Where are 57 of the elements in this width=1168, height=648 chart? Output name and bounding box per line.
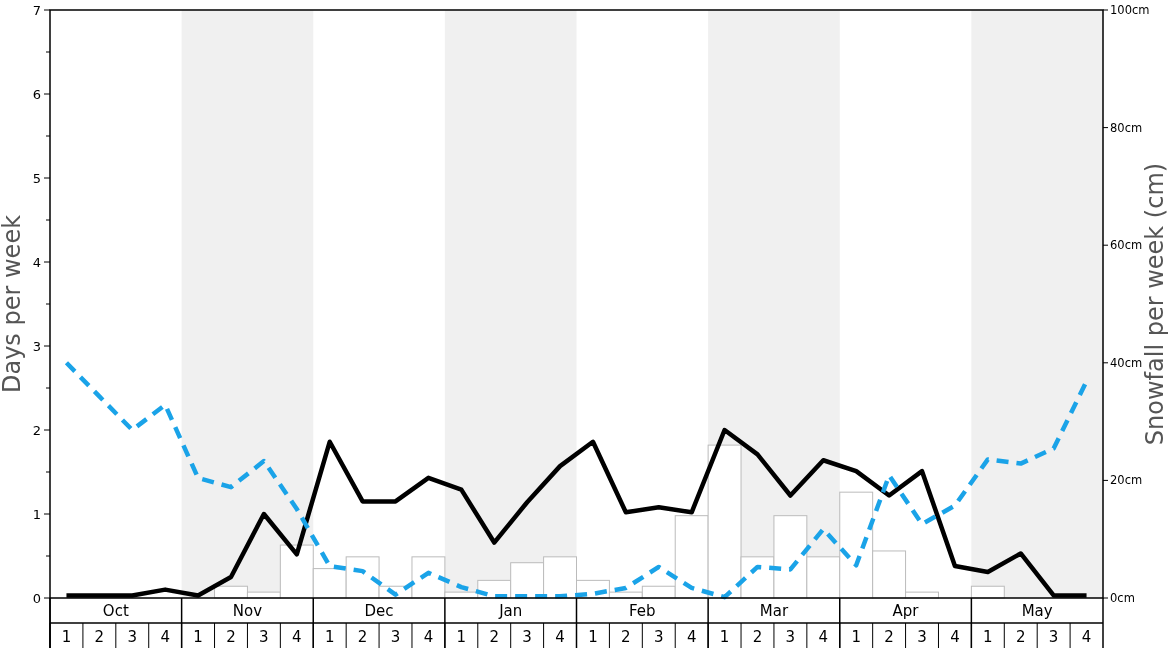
text: Nov bbox=[232, 602, 263, 620]
text: Dec bbox=[364, 602, 394, 620]
x-tick-label: 2 bbox=[357, 628, 368, 646]
x-tick-label: 2 bbox=[884, 628, 894, 646]
x-tick-label: 2 bbox=[226, 628, 236, 646]
y2-tick-label: 20cm bbox=[1110, 473, 1143, 488]
x-tick-label: 4 bbox=[555, 628, 565, 646]
y2-tick-label: 100cm bbox=[1110, 3, 1150, 18]
x-tick-label: 2 bbox=[1015, 628, 1026, 646]
x-tick-label: 2 bbox=[752, 628, 763, 646]
y2-tick-label: 80cm bbox=[1110, 120, 1143, 135]
x-tick-label: 4 bbox=[818, 628, 829, 646]
text: Mar bbox=[759, 602, 789, 620]
y-tick-label: 4 bbox=[32, 254, 41, 270]
x-tick-label: 3 bbox=[653, 628, 664, 646]
y-tick-label: 0 bbox=[32, 590, 41, 606]
x-tick-label: 4 bbox=[686, 628, 697, 646]
x-tick-label: 3 bbox=[1048, 628, 1059, 646]
x-tick-label: 2 bbox=[489, 628, 500, 646]
x-tick-label: 4 bbox=[423, 628, 434, 646]
text: Jan bbox=[498, 602, 523, 620]
x-tick-label: 1 bbox=[851, 628, 861, 646]
x-tick-label: 1 bbox=[324, 628, 335, 646]
x-tick-label: 1 bbox=[61, 628, 72, 646]
x-tick-label: 3 bbox=[259, 628, 269, 646]
text: Apr bbox=[892, 602, 920, 620]
x-tick-label: 1 bbox=[588, 628, 598, 646]
y-tick-label: 7 bbox=[32, 2, 41, 18]
x-tick-label: 1 bbox=[719, 628, 730, 646]
y-tick-label: 2 bbox=[32, 422, 41, 438]
x-tick-label: 3 bbox=[522, 628, 532, 646]
y-tick-label: 3 bbox=[32, 338, 41, 354]
y2-tick-label: 40cm bbox=[1110, 355, 1143, 370]
x-tick-label: 1 bbox=[456, 628, 467, 646]
x-tick-label: 4 bbox=[1081, 628, 1092, 646]
x-tick-label: 2 bbox=[621, 628, 631, 646]
y-tick-label: 1 bbox=[32, 506, 41, 522]
x-tick-label: 4 bbox=[950, 628, 960, 646]
x-tick-label: 2 bbox=[94, 628, 105, 646]
text: Feb bbox=[629, 602, 656, 620]
x-tick-label: 4 bbox=[292, 628, 302, 646]
line-series bbox=[64, 360, 1089, 600]
y2-tick-label: 60cm bbox=[1110, 238, 1143, 253]
x-tick-label: 1 bbox=[983, 628, 993, 646]
y2-axis-title: Snowfall per week (cm) bbox=[1141, 162, 1168, 446]
x-tick-label: 3 bbox=[917, 628, 927, 646]
y-axis-title: Days per week bbox=[0, 214, 26, 394]
y2-tick-label: 0cm bbox=[1110, 591, 1135, 606]
text: May bbox=[1021, 602, 1053, 620]
y-tick-label: 6 bbox=[32, 86, 41, 102]
x-tick-label: 3 bbox=[127, 628, 138, 646]
x-tick-label: 4 bbox=[160, 628, 170, 646]
x-tick-label: 1 bbox=[193, 628, 203, 646]
x-tick-label: 3 bbox=[785, 628, 796, 646]
text: Oct bbox=[102, 602, 129, 620]
x-tick-label: 3 bbox=[390, 628, 401, 646]
y-tick-label: 5 bbox=[32, 170, 41, 186]
